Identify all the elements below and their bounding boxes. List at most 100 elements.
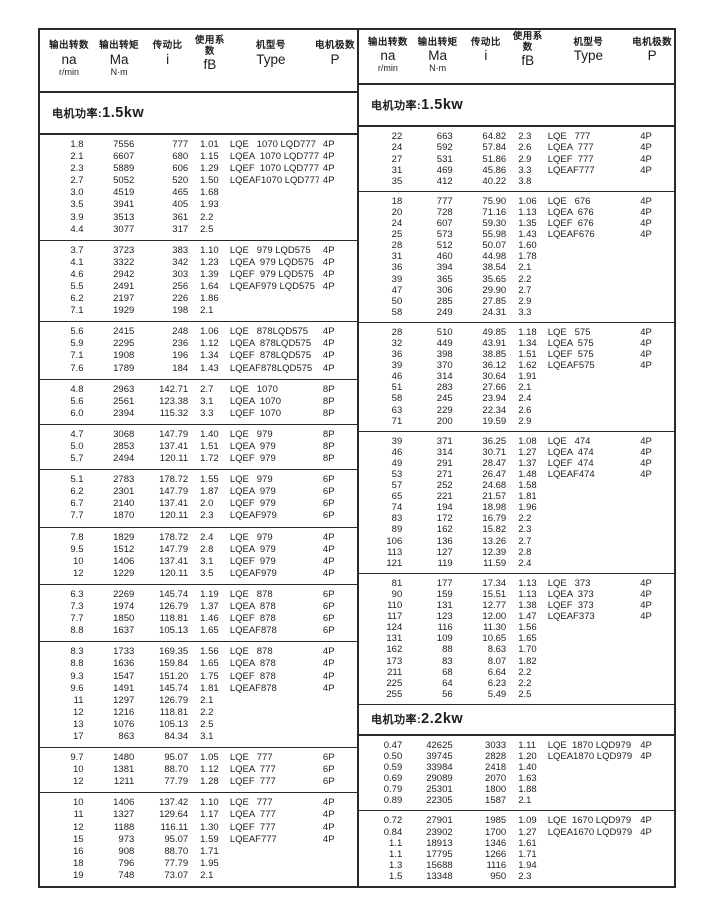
cell-type: LQE 878 (229, 646, 273, 658)
cell-fb: 2.1 (200, 869, 214, 881)
power-value: 1.5kw (102, 104, 145, 121)
cell-fb: 2.2 (200, 211, 214, 223)
table-row: 13 1076 105.13 2.5 (40, 719, 357, 731)
table-row: 9.5 1512 147.79 2.8 LQEA 979 4P (40, 544, 357, 556)
cell-fb: 2.4 (518, 393, 532, 405)
cell-type (542, 251, 637, 262)
cell-fb: 1.20 (518, 750, 537, 762)
cell-na: 211 (387, 666, 403, 678)
cell-na: 50 (391, 295, 403, 307)
table-row: 5.9 2295 236 1.12 LQEA 878LQD575 4P (40, 338, 357, 350)
header-symbol: Type (256, 51, 286, 67)
cell-fb: 1.19 (200, 588, 219, 600)
cell-type: LQEAF979 (229, 567, 277, 579)
cell-type (542, 176, 637, 187)
cell-na: 6.2 (70, 486, 84, 498)
cell-fb: 1.78 (518, 251, 537, 263)
cell-ma: 2197 (113, 293, 135, 305)
table-row: 39 370 36.12 1.62 LQEAF575 4P (359, 360, 674, 371)
cell-fb: 1.72 (200, 453, 219, 465)
cell-p: 4P (640, 446, 652, 458)
table-row: 4.8 2963 142.71 2.7 LQE 1070 8P (40, 384, 357, 396)
cell-na: 65 (391, 491, 403, 503)
cell-na: 0.69 (383, 773, 403, 785)
header-cn-label: 使用系数 (194, 35, 225, 57)
cell-i: 27.85 (482, 295, 507, 307)
cell-type (224, 212, 319, 224)
cell-type: LQE 777 (547, 131, 591, 143)
cell-fb: 3.1 (200, 555, 214, 567)
cell-type: LQEA 777 (547, 142, 594, 154)
cell-fb: 1.40 (200, 428, 219, 440)
cell-fb: 1.34 (200, 350, 219, 362)
table-row: 46 314 30.64 1.91 (359, 371, 674, 382)
table-row: 22 663 64.82 2.3 LQE 777 4P (359, 131, 674, 142)
cell-type (542, 860, 637, 871)
cell-i: 75.90 (482, 195, 507, 207)
cell-ma: 200 (436, 415, 453, 427)
cell-i: 71.16 (482, 206, 507, 218)
power-title: 电机功率: 1.5kw (40, 93, 357, 135)
cell-fb: 2.1 (518, 795, 532, 807)
cell-ma: 973 (118, 833, 135, 845)
ratio-block: 18 777 75.90 1.06 LQE 676 4P 20 728 71.16 1.13 LQE… (359, 190, 674, 322)
cell-fb: 2.5 (518, 688, 532, 700)
cell-na: 3.9 (70, 211, 84, 223)
cell-p (636, 558, 674, 569)
table-row: 57 252 24.68 1.58 (359, 480, 674, 491)
cell-na: 81 (391, 577, 403, 589)
cell-type: LQEA 979 (229, 486, 276, 498)
cell-type (542, 667, 637, 678)
cell-p (636, 262, 674, 273)
power-title: 电机功率: 1.5kw (359, 85, 674, 128)
cell-type (224, 695, 319, 707)
table-row: 12 1229 120.11 3.5 LQEAF979 4P (40, 568, 357, 580)
cell-p (636, 795, 674, 806)
cell-type: LQE 575 (547, 326, 591, 338)
cell-na: 9.5 (70, 543, 84, 555)
cell-na: 225 (386, 677, 403, 689)
cell-type: LQEF 777 (229, 821, 276, 833)
cell-i: 55.98 (482, 229, 507, 241)
cell-na: 51 (391, 382, 403, 394)
cell-ma: 469 (436, 164, 453, 176)
cell-fb: 2.3 (518, 870, 532, 882)
cell-p (636, 296, 674, 307)
cell-p: 4P (640, 164, 652, 176)
table-row: 3.5 3941 405 1.93 (40, 199, 357, 211)
table-row: 89 162 15.82 2.3 (359, 524, 674, 535)
cell-p: 8P (322, 395, 335, 407)
cell-ma: 2415 (113, 326, 135, 338)
cell-p (636, 860, 674, 871)
cell-i: 36.25 (482, 435, 507, 447)
cell-ma: 1789 (113, 362, 135, 374)
table-row: 2.1 6607 680 1.15 LQEA 1070 LQD777 4P (40, 151, 357, 163)
cell-ma: 1406 (113, 555, 135, 567)
table-row: 5.1 2783 178.72 1.55 LQE 979 6P (40, 474, 357, 486)
cell-i: 520 (172, 175, 189, 187)
cell-ma: 68 (442, 666, 453, 678)
cell-na: 39 (391, 360, 403, 372)
cell-fb: 1.30 (200, 821, 219, 833)
cell-na: 22 (391, 131, 403, 143)
cell-ma: 17795 (426, 848, 453, 860)
cell-i: 1587 (485, 795, 507, 807)
cell-ma: 796 (118, 857, 135, 869)
cell-na: 16 (72, 845, 84, 857)
cell-type: LQE 676 (547, 195, 591, 207)
cell-na: 173 (386, 655, 403, 667)
table-row: 110 131 12.77 1.38 LQEF 373 4P (359, 600, 674, 611)
cell-fb: 1.29 (200, 163, 219, 175)
table-row: 24 592 57.84 2.6 LQEA 777 4P (359, 142, 674, 153)
cell-fb: 1.88 (518, 784, 537, 796)
cell-ma: 194 (436, 502, 453, 514)
cell-fb: 2.1 (518, 382, 532, 394)
cell-type: LQEF 777 (229, 776, 276, 788)
cell-p (636, 176, 674, 187)
cell-fb: 1.93 (200, 199, 219, 211)
table-header-left: 输出转数 na r/min 输出转矩 Ma N·m 传动比 i 使用系数 fB (40, 30, 357, 93)
header-unit (144, 68, 191, 78)
cell-p: 4P (322, 531, 335, 543)
cell-ma: 512 (436, 240, 453, 252)
cell-type (224, 846, 319, 858)
